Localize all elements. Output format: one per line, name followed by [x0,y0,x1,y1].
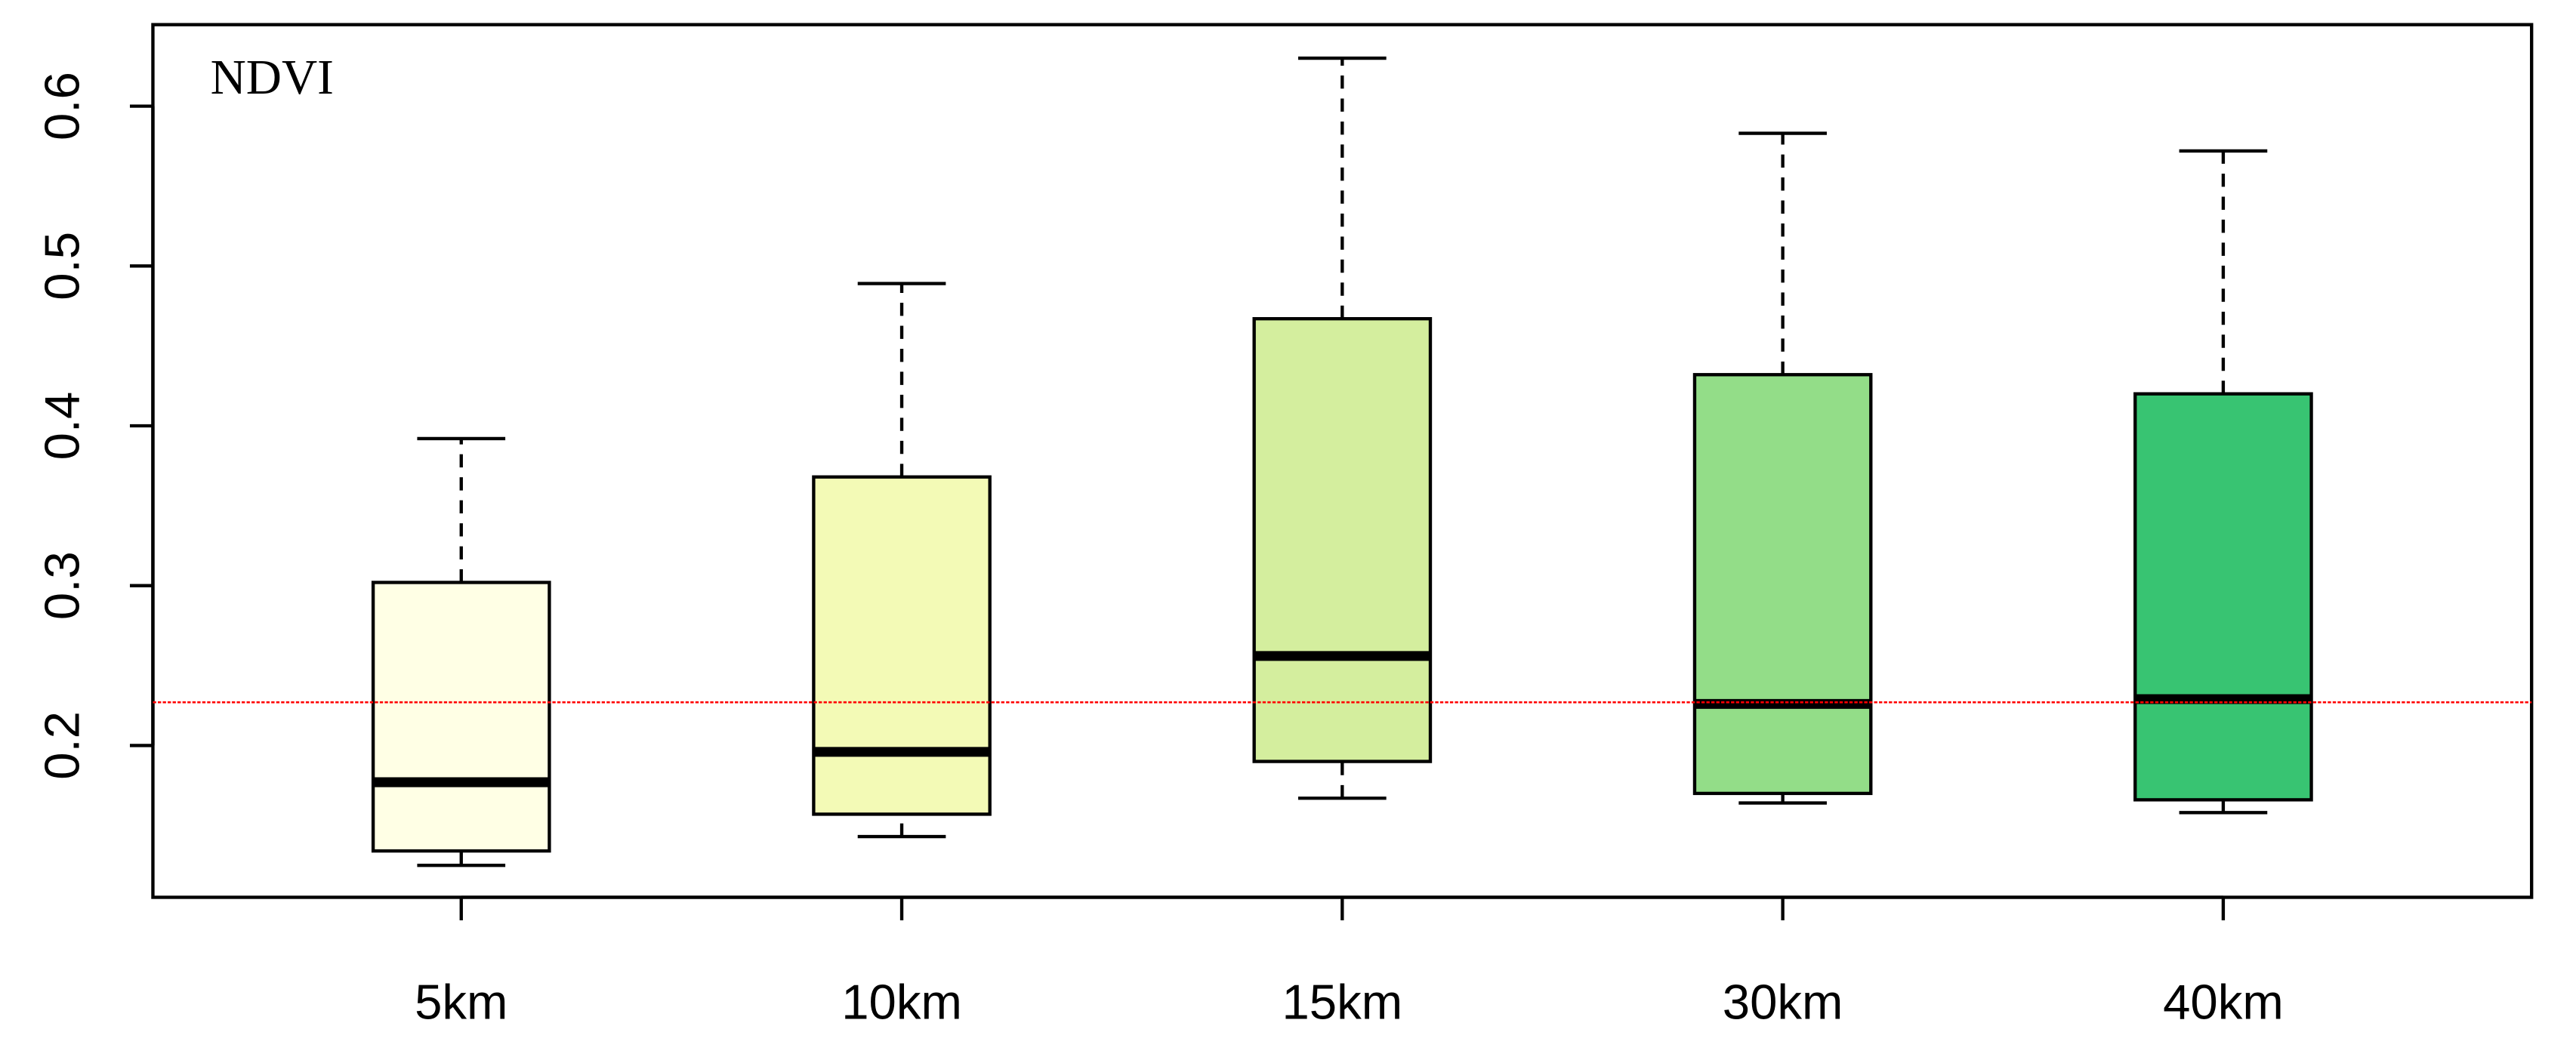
box [1252,316,1433,763]
y-tick-label: 0.5 [34,232,89,300]
box [371,581,551,853]
y-tick-label: 0.4 [34,392,89,461]
y-tick-label: 0.6 [34,72,89,140]
x-tick-label: 15km [1282,974,1402,1029]
x-tick-label: 30km [1723,974,1843,1029]
box [812,475,992,816]
annotation: NDVI [211,51,334,105]
box [1692,373,1873,796]
x-tick-label: 40km [2163,974,2284,1029]
y-tick-label: 0.3 [34,551,89,620]
x-tick-label: 10km [841,974,962,1029]
box [2133,392,2313,802]
x-tick-label: 5km [415,974,507,1029]
y-tick-label: 0.2 [34,711,89,780]
